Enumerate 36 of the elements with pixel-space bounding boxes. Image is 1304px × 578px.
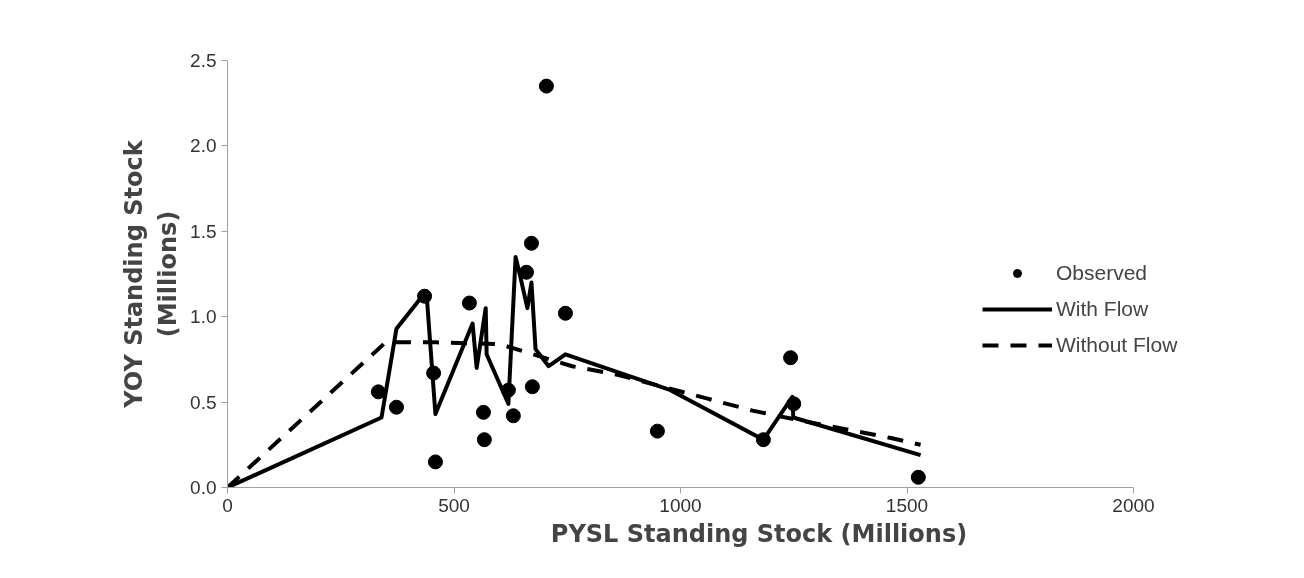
x-axis-title: PYSL Standing Stock (Millions) — [550, 519, 968, 548]
legend-label: With Flow — [1056, 297, 1149, 321]
point — [370, 384, 386, 400]
x-tick-label: 0 — [222, 494, 233, 516]
legend-label: Observed — [1056, 261, 1148, 285]
y-axis-title: YOY Standing Stock (Millions) — [120, 139, 183, 409]
point — [786, 396, 802, 412]
point — [649, 423, 665, 439]
point — [475, 404, 491, 420]
x-tick-label: 1500 — [885, 494, 929, 516]
point — [523, 235, 539, 251]
point — [427, 454, 443, 470]
y-tick-label: 0.0 — [190, 477, 217, 498]
point — [476, 432, 492, 448]
x-tick-label: 2000 — [1112, 494, 1155, 516]
point — [538, 78, 554, 94]
x-tick-label: 500 — [438, 494, 470, 516]
y-tick-label: 1.0 — [190, 306, 217, 328]
y-tick-label: 2.0 — [190, 135, 217, 157]
point — [500, 382, 516, 398]
y-tick-label: 0.5 — [190, 391, 217, 413]
point — [783, 350, 799, 366]
point — [557, 305, 573, 321]
point — [755, 432, 771, 448]
point — [910, 469, 926, 485]
y-tick-label: 1.5 — [190, 220, 217, 242]
point — [505, 408, 521, 424]
y-tick-label: 2.5 — [190, 50, 217, 71]
legend-label: Without Flow — [1056, 333, 1178, 357]
point — [518, 264, 534, 280]
x-tick-label: 1000 — [659, 494, 702, 516]
point — [417, 288, 433, 304]
point — [388, 399, 404, 415]
point — [426, 365, 442, 381]
point — [461, 295, 477, 311]
point — [524, 379, 540, 395]
